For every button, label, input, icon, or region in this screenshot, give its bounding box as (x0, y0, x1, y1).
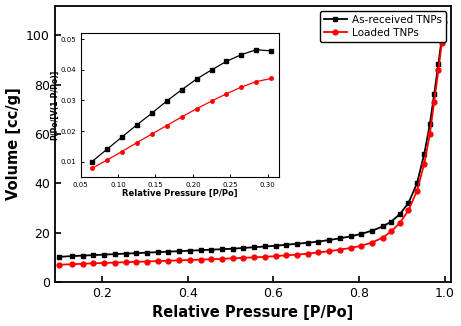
As-received TNPs (359, 232, 364, 236)
As-received TNPs (112, 252, 118, 256)
Loaded TNPs (219, 257, 225, 261)
As-received TNPs (155, 250, 160, 254)
As-received TNPs (177, 249, 182, 253)
As-received TNPs (431, 93, 437, 96)
Loaded TNPs (397, 221, 402, 225)
Loaded TNPs (177, 258, 182, 262)
X-axis label: Relative Pressure [P/Po]: Relative Pressure [P/Po] (153, 305, 354, 320)
As-received TNPs (219, 247, 225, 251)
As-received TNPs (208, 248, 214, 252)
Loaded TNPs (230, 256, 236, 260)
Loaded TNPs (284, 253, 289, 257)
Loaded TNPs (305, 252, 311, 256)
Line: Loaded TNPs: Loaded TNPs (57, 19, 447, 267)
Loaded TNPs (421, 162, 427, 166)
As-received TNPs (305, 241, 311, 245)
As-received TNPs (273, 244, 278, 248)
Loaded TNPs (442, 20, 447, 23)
Loaded TNPs (348, 246, 353, 250)
As-received TNPs (397, 212, 402, 216)
As-received TNPs (56, 255, 62, 259)
As-received TNPs (294, 242, 300, 246)
As-received TNPs (123, 252, 128, 256)
Loaded TNPs (427, 132, 432, 136)
Loaded TNPs (155, 259, 160, 263)
Loaded TNPs (436, 68, 441, 72)
As-received TNPs (348, 234, 353, 238)
Loaded TNPs (316, 250, 321, 254)
As-received TNPs (442, 13, 447, 17)
Loaded TNPs (91, 261, 96, 265)
As-received TNPs (144, 251, 150, 255)
As-received TNPs (414, 181, 420, 185)
Loaded TNPs (56, 263, 62, 267)
As-received TNPs (284, 243, 289, 247)
As-received TNPs (251, 245, 257, 249)
Legend: As-received TNPs, Loaded TNPs: As-received TNPs, Loaded TNPs (319, 11, 446, 42)
As-received TNPs (316, 240, 321, 244)
Loaded TNPs (369, 241, 375, 244)
Loaded TNPs (389, 230, 394, 233)
As-received TNPs (337, 236, 343, 240)
Loaded TNPs (251, 255, 257, 259)
Loaded TNPs (208, 257, 214, 261)
Loaded TNPs (359, 244, 364, 248)
Loaded TNPs (69, 262, 75, 266)
Loaded TNPs (380, 236, 385, 240)
Loaded TNPs (144, 259, 150, 263)
As-received TNPs (91, 253, 96, 257)
Loaded TNPs (414, 189, 420, 193)
As-received TNPs (380, 225, 385, 229)
Loaded TNPs (431, 100, 437, 104)
As-received TNPs (69, 254, 75, 258)
As-received TNPs (389, 220, 394, 224)
Loaded TNPs (123, 260, 128, 264)
As-received TNPs (241, 246, 246, 250)
As-received TNPs (80, 254, 85, 258)
As-received TNPs (421, 152, 427, 156)
Loaded TNPs (439, 41, 445, 45)
Y-axis label: Volume [cc/g]: Volume [cc/g] (6, 87, 21, 200)
Loaded TNPs (294, 253, 300, 257)
As-received TNPs (436, 62, 441, 66)
Loaded TNPs (134, 260, 139, 264)
Loaded TNPs (187, 258, 193, 262)
Loaded TNPs (112, 260, 118, 264)
Loaded TNPs (165, 259, 171, 263)
As-received TNPs (134, 251, 139, 255)
Loaded TNPs (406, 209, 411, 213)
As-received TNPs (101, 253, 107, 257)
As-received TNPs (439, 36, 445, 39)
Loaded TNPs (101, 261, 107, 265)
Loaded TNPs (326, 249, 332, 253)
As-received TNPs (427, 122, 432, 126)
Loaded TNPs (273, 254, 278, 258)
As-received TNPs (230, 247, 236, 251)
Loaded TNPs (241, 256, 246, 260)
As-received TNPs (165, 250, 171, 254)
Line: As-received TNPs: As-received TNPs (57, 13, 447, 259)
Loaded TNPs (262, 255, 268, 259)
As-received TNPs (262, 244, 268, 248)
As-received TNPs (187, 249, 193, 253)
As-received TNPs (198, 248, 203, 252)
Loaded TNPs (337, 248, 343, 252)
Loaded TNPs (80, 262, 85, 266)
As-received TNPs (326, 238, 332, 242)
As-received TNPs (406, 201, 411, 205)
Loaded TNPs (198, 258, 203, 261)
As-received TNPs (369, 229, 375, 233)
